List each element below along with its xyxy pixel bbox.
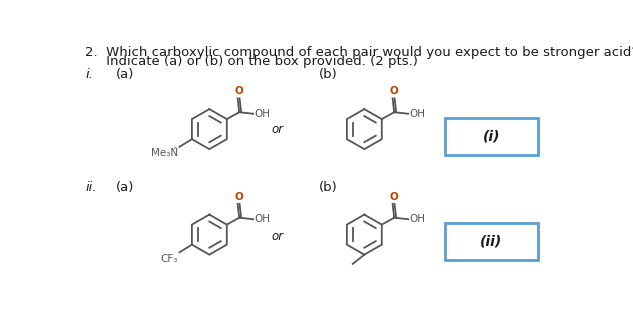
Text: (b): (b) — [320, 181, 338, 194]
Text: O: O — [234, 86, 243, 96]
Text: O: O — [389, 191, 398, 202]
Text: (b): (b) — [320, 68, 338, 80]
Text: Me₃N̂: Me₃N̂ — [151, 148, 178, 159]
Text: (a): (a) — [116, 181, 135, 194]
Bar — [445, 223, 538, 260]
Text: or: or — [272, 230, 284, 243]
Text: O: O — [389, 86, 398, 96]
Text: OH: OH — [254, 214, 270, 224]
Text: O: O — [234, 191, 243, 202]
Text: (a): (a) — [116, 68, 135, 80]
Text: OH: OH — [409, 214, 425, 224]
Text: or: or — [272, 122, 284, 136]
Text: (ii): (ii) — [480, 234, 503, 249]
Bar — [445, 118, 538, 155]
Text: 2.  Which carboxylic compound of each pair would you expect to be stronger acid?: 2. Which carboxylic compound of each pai… — [85, 46, 633, 59]
Text: OH: OH — [254, 109, 270, 119]
Text: (i): (i) — [483, 130, 500, 144]
Text: OH: OH — [409, 109, 425, 119]
Text: CF₃: CF₃ — [161, 254, 178, 264]
Text: Indicate (a) or (b) on the box provided. (2 pts.): Indicate (a) or (b) on the box provided.… — [85, 55, 418, 68]
Text: ii.: ii. — [85, 181, 97, 194]
Text: i.: i. — [85, 68, 93, 80]
